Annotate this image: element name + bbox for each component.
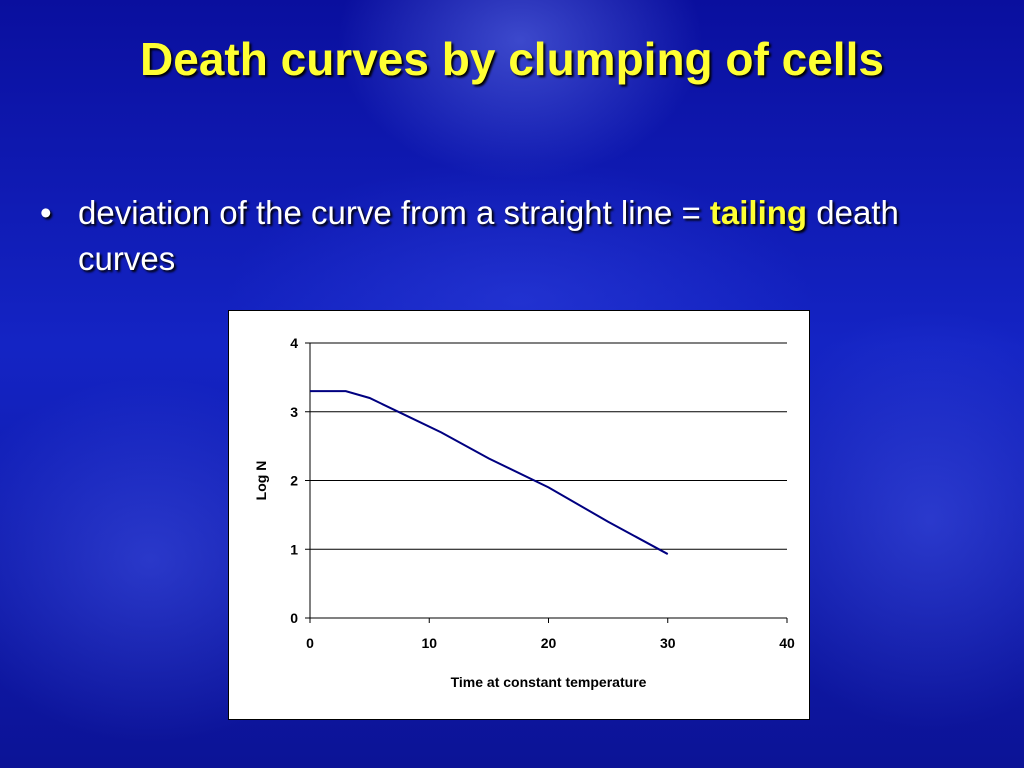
x-tick-label: 30 [660, 635, 676, 651]
x-tick-label: 20 [541, 635, 557, 651]
series-line [310, 390, 669, 555]
slide-title: Death curves by clumping of cells [140, 33, 884, 85]
x-tick-label: 0 [306, 635, 314, 651]
bullet-text-after: death curves [78, 194, 899, 277]
x-tick-label: 40 [779, 635, 795, 651]
bullet-text-before: deviation of the curve from a straight l… [78, 194, 710, 231]
bullet-highlight: tailing [709, 194, 808, 231]
y-tick-label: 1 [290, 541, 298, 557]
x-tick-label: 10 [421, 635, 437, 651]
y-axis-title: Log N [253, 461, 269, 501]
bullet-point: • deviation of the curve from a straight… [40, 190, 980, 282]
y-tick-label: 4 [290, 335, 298, 351]
x-axis-title: Time at constant temperature [451, 674, 647, 690]
y-tick-label: 3 [290, 404, 298, 420]
chart-container: 0 1 2 3 4 0 10 20 30 40 Time at constant temperatu… [228, 310, 810, 720]
bullet-text: deviation of the curve from a straight l… [78, 190, 980, 282]
y-tick-label: 0 [290, 610, 298, 626]
y-tick-label: 2 [290, 473, 298, 489]
bullet-symbol: • [40, 194, 52, 231]
